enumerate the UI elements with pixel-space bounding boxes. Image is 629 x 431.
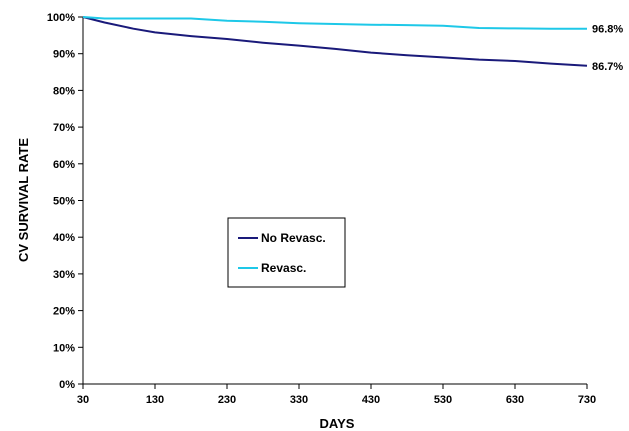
y-tick-label: 30% [53,269,75,281]
series-line-revasc [82,16,587,30]
end-label-no-revasc: 86.7% [592,61,623,73]
legend: No Revasc. Revasc. [227,217,346,288]
legend-label-no-revasc: No Revasc. [261,231,326,245]
y-axis: 0% 10% 20% 30% 40% 50% 60% 70% 80% 90% 100% [47,12,84,391]
y-tick-label: 100% [47,12,75,24]
x-tick-label: 130 [146,394,164,406]
y-tick-label: 60% [53,159,75,171]
x-tick-label: 330 [290,394,308,406]
x-tick-label: 630 [506,394,524,406]
y-tick-label: 10% [53,342,75,354]
series-line-no-revasc [82,16,588,67]
x-tick-label: 230 [218,394,236,406]
y-tick-label: 40% [53,232,75,244]
y-tick-label: 50% [53,196,75,208]
y-tick-label: 90% [53,49,75,61]
end-labels: 86.7% 96.8% [592,24,623,73]
legend-label-revasc: Revasc. [261,261,306,275]
legend-box [227,217,346,288]
x-tick-label: 730 [578,394,596,406]
x-axis: 30 130 230 330 430 530 630 730 [77,383,596,406]
x-tick-label: 530 [434,394,452,406]
y-tick-label: 80% [53,85,75,97]
x-tick-label: 30 [77,394,89,406]
x-axis-title: DAYS [320,416,355,431]
y-tick-label: 70% [53,122,75,134]
series-lines [82,16,588,67]
y-tick-label: 20% [53,306,75,318]
end-label-revasc: 96.8% [592,24,623,36]
y-tick-label: 0% [59,379,75,391]
y-axis-title: CV SURVIVAL RATE [16,138,31,262]
x-tick-label: 430 [362,394,380,406]
